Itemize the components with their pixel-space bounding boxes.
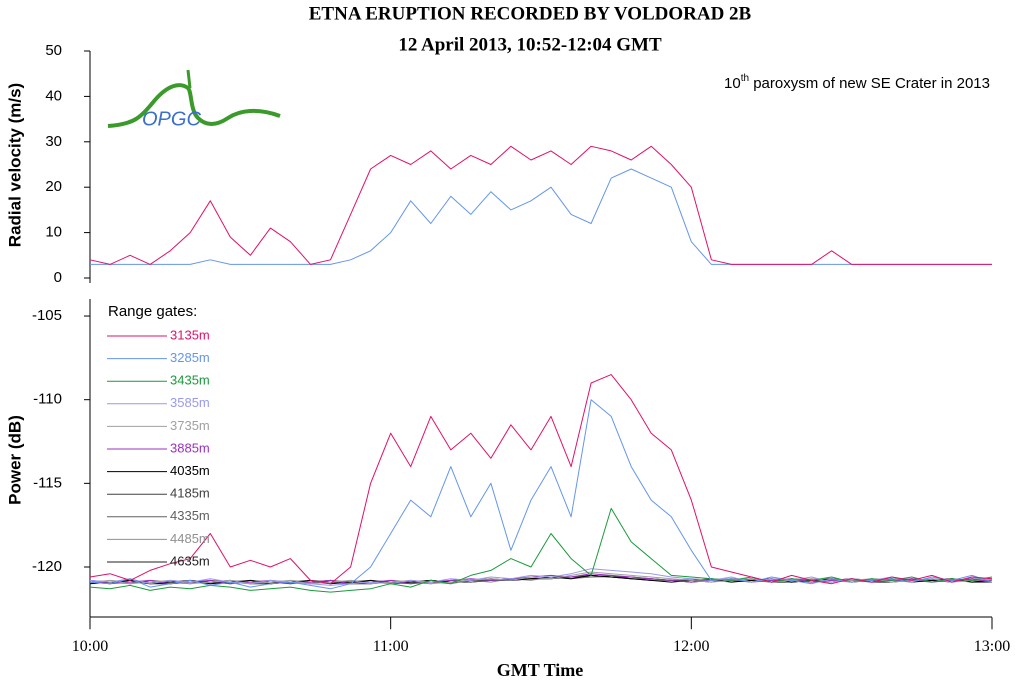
y-axis-label: Radial velocity (m/s) xyxy=(5,83,24,247)
y-tick-label: 0 xyxy=(54,269,62,286)
series-line xyxy=(89,374,993,585)
legend-label: 3285m xyxy=(170,350,210,365)
x-axis-label: GMT Time xyxy=(497,660,584,680)
legend-label: 3735m xyxy=(170,418,210,433)
y-axis-label: Power (dB) xyxy=(5,415,24,505)
legend-label: 4485m xyxy=(170,531,210,546)
legend-label: 3135m xyxy=(170,327,210,342)
x-tick-label: 11:00 xyxy=(373,638,409,655)
annotation-number: 10 xyxy=(724,75,741,92)
legend-label: 4185m xyxy=(170,486,210,501)
legend-label: 3435m xyxy=(170,373,210,388)
chart-subtitle: 12 April 2013, 10:52-12:04 GMT xyxy=(398,34,662,55)
annotation: 10th paroxysm of new SE Crater in 2013 xyxy=(724,73,990,92)
legend-label: 4635m xyxy=(170,553,210,568)
annotation-text: paroxysm of new SE Crater in 2013 xyxy=(749,75,990,92)
logo-swoosh xyxy=(107,83,281,128)
legend-label: 3585m xyxy=(170,395,210,410)
x-tick-label: 10:00 xyxy=(72,638,108,655)
series-line xyxy=(89,399,993,590)
y-tick-label: 30 xyxy=(45,133,62,150)
y-tick-label: 50 xyxy=(45,42,62,59)
logo-peak xyxy=(186,69,192,89)
legend-title: Range gates: xyxy=(108,303,197,320)
annotation-sup: th xyxy=(741,73,749,84)
legend-label: 4035m xyxy=(170,463,210,478)
series-line xyxy=(89,507,993,593)
y-tick-label: -115 xyxy=(33,474,62,491)
logo-text: OPGC xyxy=(142,108,201,130)
y-tick-label: 40 xyxy=(45,87,62,104)
x-tick-label: 13:00 xyxy=(974,638,1010,655)
legend-label: 3885m xyxy=(170,440,210,455)
y-tick-label: 20 xyxy=(45,178,62,195)
y-tick-label: -120 xyxy=(32,558,62,575)
series-line xyxy=(89,145,992,265)
x-tick-label: 12:00 xyxy=(673,638,709,655)
chart-title: ETNA ERUPTION RECORDED BY VOLDORAD 2B xyxy=(309,3,752,24)
legend-label: 4335m xyxy=(170,508,210,523)
y-tick-label: -110 xyxy=(33,391,62,408)
series-line xyxy=(90,168,992,265)
logo: OPGC xyxy=(107,69,281,130)
y-tick-label: 10 xyxy=(45,224,62,241)
y-tick-label: -105 xyxy=(32,307,62,324)
